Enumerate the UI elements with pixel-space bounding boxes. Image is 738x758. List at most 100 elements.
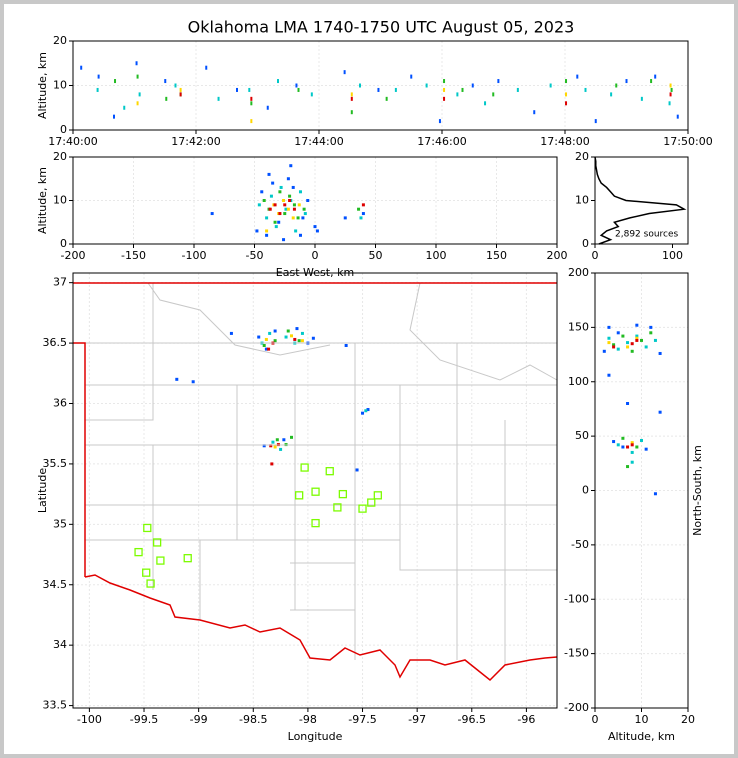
source-point [297,87,300,92]
source-point [270,462,274,466]
source-point [484,101,487,106]
source-point [650,79,653,84]
source-point [302,207,306,211]
source-point [265,216,269,220]
y-tick-label: -100 [564,592,589,605]
y-axis-label: Latitude [36,468,49,514]
x-tick-label: -98 [299,713,317,726]
source-point [268,207,272,211]
source-point [300,339,304,343]
source-point [96,87,99,92]
source-point [279,185,283,189]
source-point [229,331,233,335]
x-tick-label: -150 [121,249,146,262]
source-point [471,83,474,88]
x-tick-label: 17:50:00 [663,135,712,148]
source-point [273,445,277,449]
source-point [275,438,279,442]
station [373,491,382,500]
source-point [210,212,214,216]
panel [594,156,688,245]
x-tick-label: -99.5 [130,713,158,726]
station [156,556,165,565]
altitude-profile [594,156,687,245]
source-point [301,216,305,220]
source-point [350,96,353,101]
source-point [644,447,648,451]
panel [73,273,557,708]
source-point [626,402,630,405]
source-point [294,229,298,233]
source-point [497,79,500,84]
source-point [654,74,657,79]
source-point [123,105,126,110]
source-point [344,344,348,347]
source-point [670,87,673,92]
source-point [607,341,611,345]
source-point [278,190,282,194]
x-tick-label: -50 [246,249,264,262]
source-point [366,408,370,412]
y-tick-label: 100 [568,375,589,388]
source-point [248,87,251,92]
source-point [286,329,290,333]
source-point [136,101,139,106]
source-point [269,194,273,198]
source-point [315,229,319,233]
source-point [164,79,167,84]
source-point [174,83,177,88]
x-tick-label: -96.5 [458,713,486,726]
station [367,498,376,507]
source-point [297,203,301,207]
station [358,504,367,513]
source-point [612,440,616,444]
plot-frame [594,156,689,245]
county-line [85,283,154,421]
source-point [438,119,441,124]
source-point [273,339,277,343]
source-point [291,185,295,189]
x-tick-label: -100 [182,249,207,262]
chart-title: Oklahoma LMA 1740-1750 UTC August 05, 20… [188,18,575,37]
source-point [303,212,307,216]
source-point [630,441,634,445]
station [146,579,155,588]
source-point [565,79,568,84]
y-tick-label: 10 [53,194,67,207]
source-point [264,337,268,341]
y-tick-label: -150 [564,647,589,660]
source-point [292,203,296,207]
source-point [610,92,613,97]
source-point [250,96,253,101]
plot-frame [594,272,689,709]
source-point [290,334,294,338]
source-point [295,327,299,331]
source-point [271,440,275,444]
source-point [191,380,195,384]
y-tick-label: -200 [564,701,589,714]
x-tick-label: 100 [426,249,447,262]
plot-frame [72,40,689,131]
y-tick-label: 10 [53,79,67,92]
source-point [443,87,446,92]
source-point [669,83,672,88]
source-point [676,114,679,119]
x-tick-label: -97 [408,713,426,726]
x-tick-label: 17:40:00 [48,135,97,148]
source-point [262,199,266,202]
y-tick-label: 37 [53,276,67,289]
source-point [443,96,446,101]
y-tick-label: 36 [53,397,67,410]
source-point [621,334,625,338]
x-tick-label: 0 [592,713,599,726]
source-point [630,349,634,353]
source-point [630,443,634,447]
source-point [113,114,115,119]
station [300,463,309,472]
source-point [217,96,220,101]
source-point [267,172,271,176]
source-point [300,331,304,335]
source-point [385,96,388,101]
source-point [271,181,275,185]
